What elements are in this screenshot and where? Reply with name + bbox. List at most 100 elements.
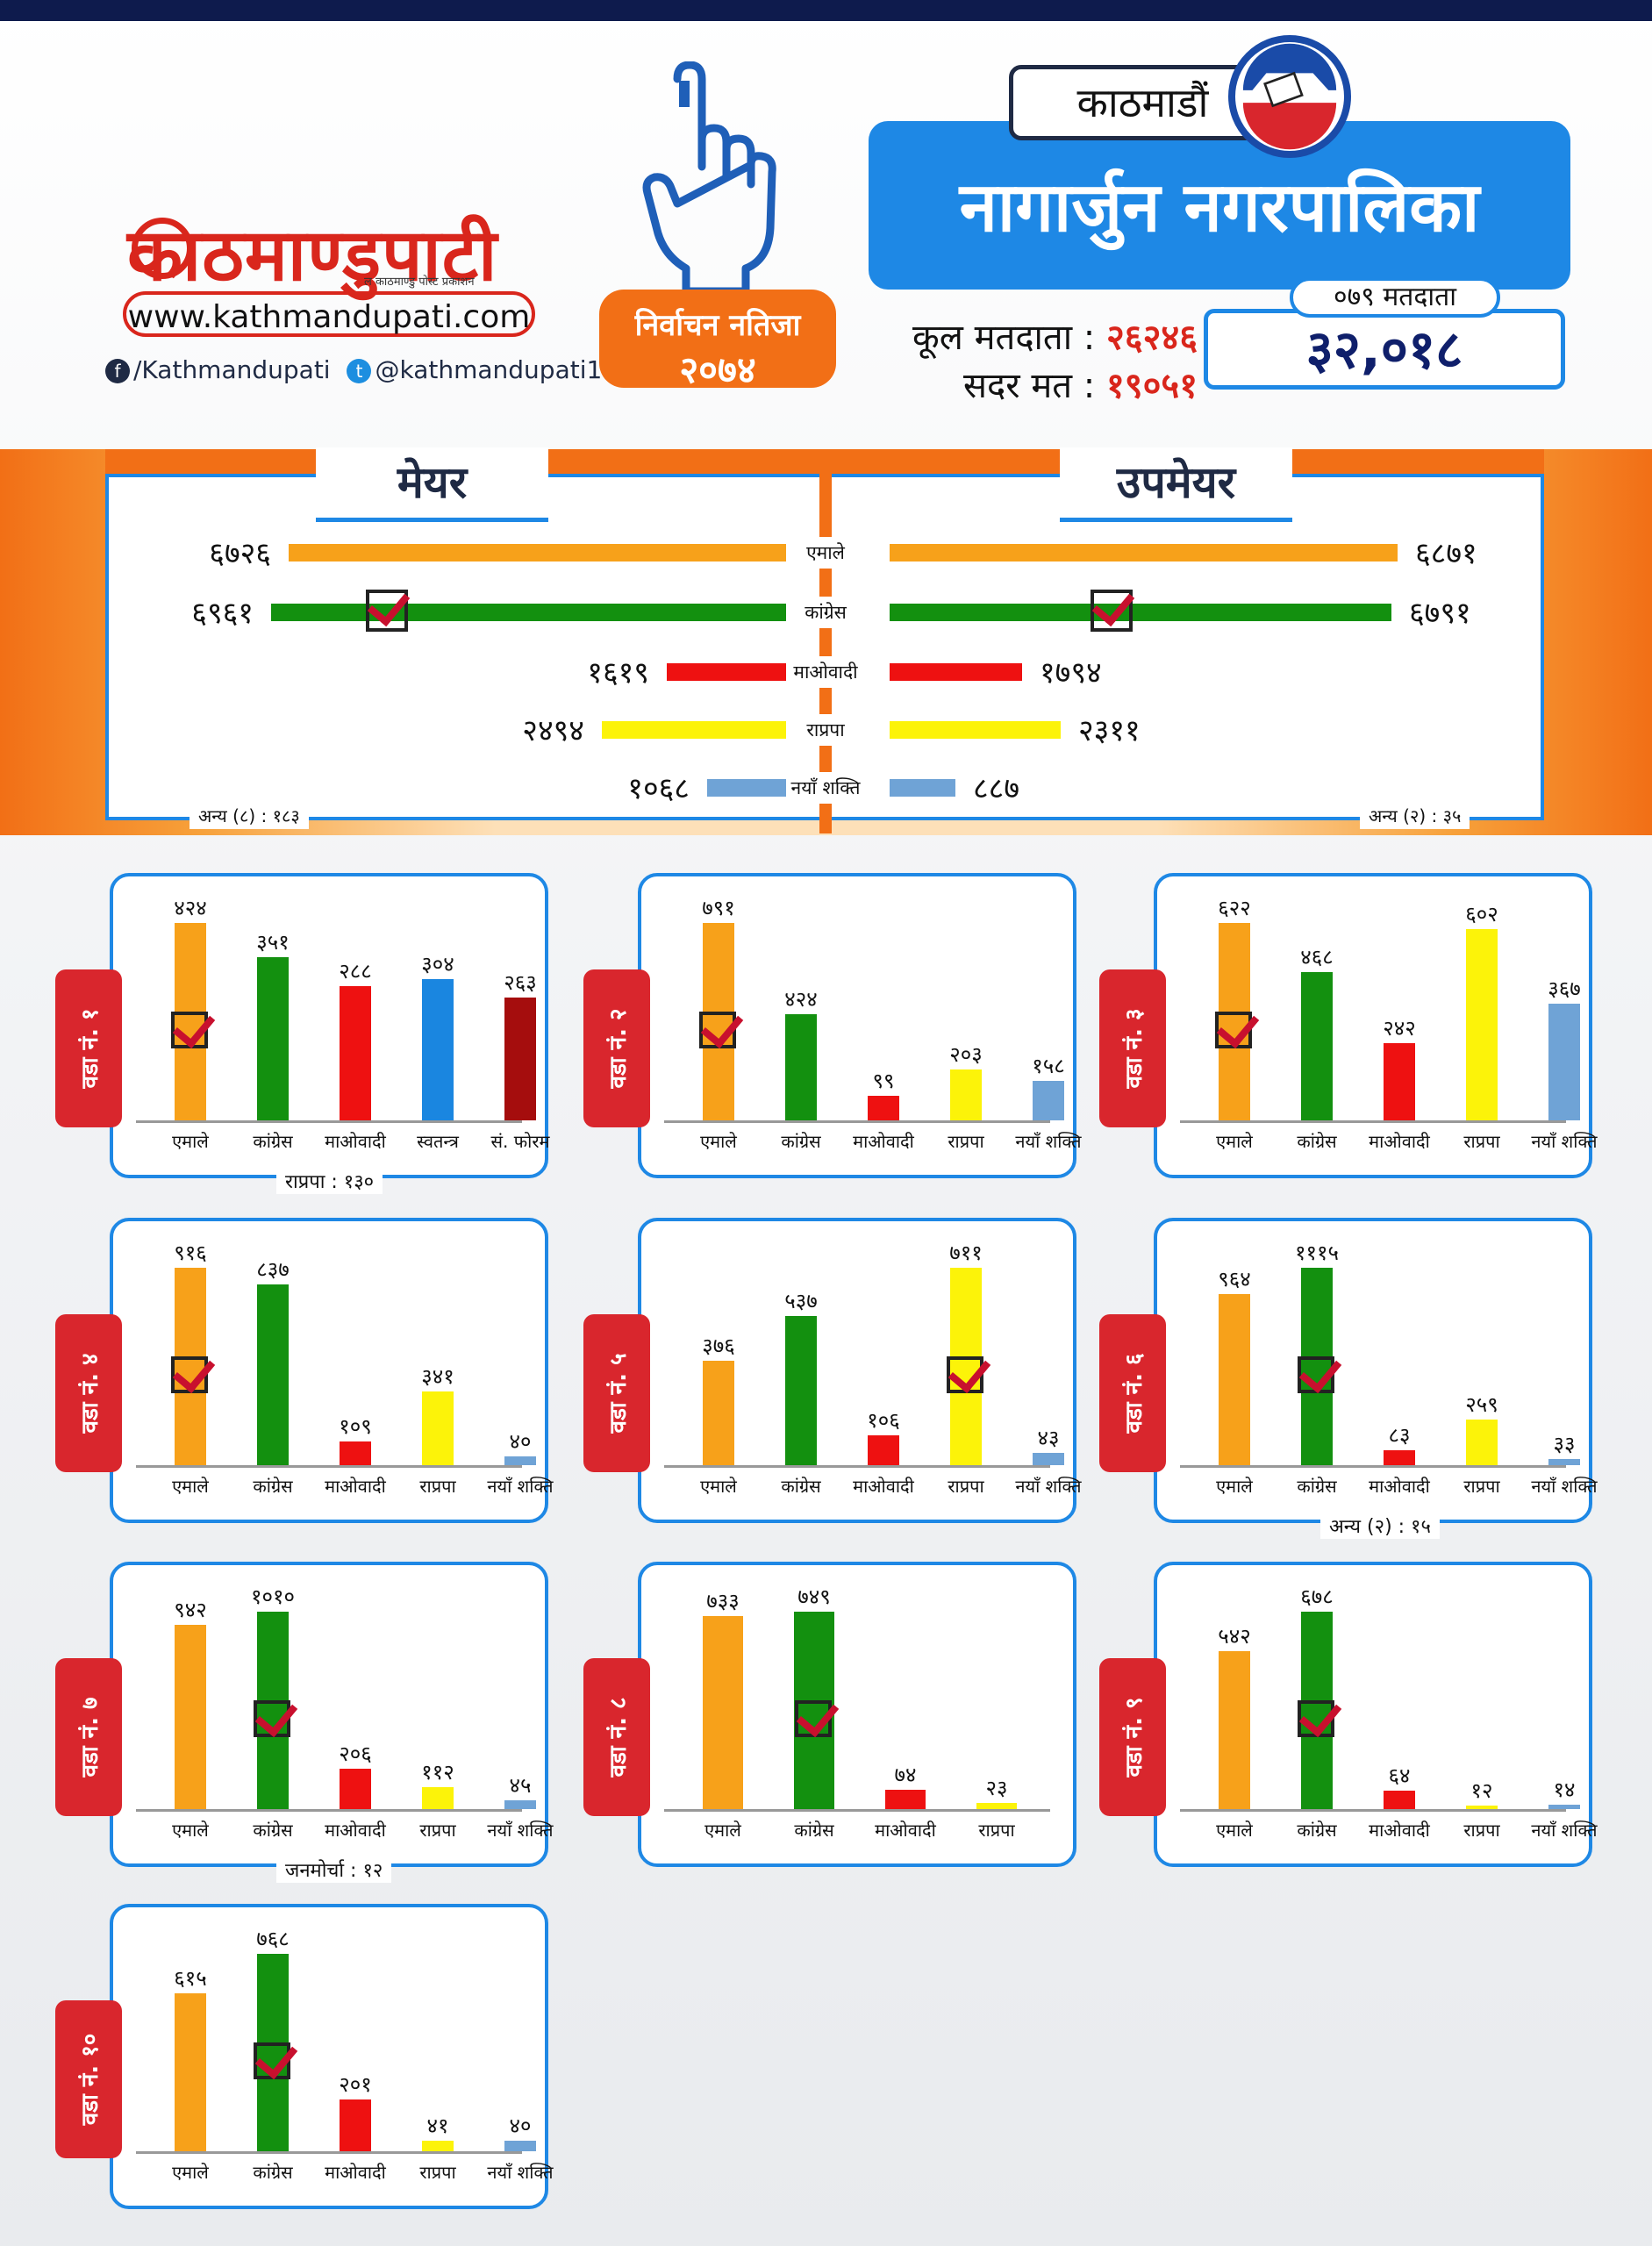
- ward-1-value-4: २६३: [504, 970, 537, 995]
- ward-5-value-1: ५३७: [784, 1289, 818, 1313]
- ward-baseline-10: [136, 2151, 522, 2154]
- mayor-bar-4: [707, 779, 786, 797]
- ward-title-3: वडा नं. ३: [1121, 1008, 1148, 1089]
- twitter-handle[interactable]: @kathmandupati1: [375, 355, 603, 384]
- ward-6-label-3: राप्रपा: [1463, 1476, 1500, 1497]
- ward-3-bar-1: [1301, 972, 1333, 1120]
- ward-9-bar-3: [1466, 1806, 1498, 1809]
- ward-3-value-0: ६२२: [1218, 896, 1251, 920]
- party-label-3: राप्रपा: [786, 714, 865, 746]
- ward-4-label-1: कांग्रेस: [253, 1476, 293, 1497]
- ward-title-6: वडा नं. ६: [1121, 1353, 1148, 1434]
- ward-6-label-2: माओवादी: [1369, 1476, 1430, 1497]
- ward-4-value-2: १०९: [339, 1414, 372, 1439]
- ward-baseline-5: [664, 1465, 1050, 1468]
- facebook-handle[interactable]: /Kathmandupati: [133, 355, 331, 384]
- ward-7-label-0: एमाले: [172, 1820, 209, 1841]
- ward-2-label-2: माओवादी: [853, 1131, 914, 1152]
- mayor-bar-2: [667, 663, 786, 681]
- ward-3-value-1: ४६८: [1300, 945, 1334, 969]
- ward-baseline-3: [1180, 1120, 1566, 1123]
- twitter-icon[interactable]: t: [347, 359, 372, 383]
- ward-baseline-7: [136, 1809, 522, 1812]
- ward-9-bar-4: [1548, 1805, 1580, 1809]
- ward-7-label-4: नयाँ शक्ति: [487, 1820, 554, 1841]
- ward-4-bar-2: [340, 1441, 371, 1465]
- mayor-value-2: १६१९: [587, 655, 649, 690]
- ward-3-value-4: ३६७: [1548, 976, 1581, 1001]
- ward-6-winner-check-icon: [1298, 1356, 1334, 1393]
- ward-tag-7: वडा नं. ७: [55, 1658, 122, 1816]
- ward-8-value-0: ७३३: [706, 1589, 740, 1613]
- ward-tag-2: वडा नं. २: [583, 969, 650, 1127]
- ward-7-value-0: ९४२: [174, 1598, 207, 1622]
- ward-1-label-2: माओवादी: [325, 1131, 386, 1152]
- deputy-others-note: अन्य (२) : ३५: [1360, 802, 1470, 829]
- ward-title-8: वडा नं. ८: [605, 1697, 632, 1777]
- ward-8-bar-0: [703, 1616, 743, 1809]
- ward-4-label-2: माओवादी: [325, 1476, 386, 1497]
- ward-baseline-6: [1180, 1465, 1566, 1468]
- ward-3-label-2: माओवादी: [1369, 1131, 1430, 1152]
- ward-9-value-2: ६४: [1388, 1763, 1411, 1788]
- ward-6-label-1: कांग्रेस: [1297, 1476, 1337, 1497]
- ward-8-label-0: एमाले: [704, 1820, 741, 1841]
- ward-5-winner-check-icon: [947, 1356, 983, 1393]
- mayor-others-note: अन्य (८) : १८३: [190, 802, 309, 829]
- site-url[interactable]: www.kathmandupati.com: [123, 291, 535, 337]
- ward-tag-6: वडा नं. ६: [1099, 1314, 1166, 1472]
- mayor-bar-0: [289, 544, 786, 562]
- ward-2-bar-3: [950, 1069, 982, 1120]
- mayor-value-0: ६७२६: [209, 536, 271, 571]
- ward-4-bar-4: [504, 1456, 536, 1465]
- ward-6-note: अन्य (२) : १५: [1320, 1513, 1440, 1539]
- ward-5-label-1: कांग्रेस: [781, 1476, 821, 1497]
- ward-7-value-2: २०६: [339, 1742, 372, 1766]
- ward-10-value-1: ७६८: [256, 1927, 290, 1951]
- ward-10-value-2: २०१: [339, 2072, 372, 2097]
- ward-3-label-1: कांग्रेस: [1297, 1131, 1337, 1152]
- party-label-1: कांग्रेस: [786, 597, 865, 628]
- ward-tag-10: वडा नं. १०: [55, 2000, 122, 2158]
- ward-7-bar-2: [340, 1769, 371, 1809]
- ward-9-label-4: नयाँ शक्ति: [1531, 1820, 1598, 1841]
- ward-6-value-1: १११५: [1295, 1241, 1339, 1265]
- ward-10-bar-2: [340, 2099, 371, 2151]
- ward-3-bar-2: [1384, 1043, 1415, 1120]
- total-voters-value: २६२४६: [1106, 318, 1198, 358]
- ward-3-value-3: ६०२: [1465, 902, 1498, 926]
- ward-3-label-4: नयाँ शक्ति: [1531, 1131, 1598, 1152]
- ward-7-value-1: १०१०: [251, 1584, 295, 1609]
- ward-7-note: जनमोर्चा : १२: [276, 1856, 392, 1883]
- ward-10-bar-0: [175, 1993, 206, 2151]
- top-stripe: [0, 21, 1652, 28]
- ward-4-bar-1: [257, 1284, 289, 1465]
- ward-1-value-3: ३०४: [421, 952, 454, 976]
- ward-2-value-4: १५८: [1032, 1054, 1065, 1078]
- ward-8-value-1: ७४९: [797, 1584, 831, 1609]
- ward-7-bar-3: [422, 1787, 454, 1809]
- ward-title-5: वडा नं. ५: [605, 1353, 632, 1434]
- ward-10-bar-4: [504, 2141, 536, 2151]
- ward-5-bar-0: [703, 1361, 734, 1465]
- ward-title-9: वडा नं. ९: [1121, 1697, 1148, 1777]
- ward-1-note: राप्रपा : १३०: [276, 1168, 383, 1194]
- ward-title-7: वडा नं. ७: [77, 1697, 104, 1777]
- ward-2-bar-1: [785, 1014, 817, 1120]
- top-bar: [0, 0, 1652, 25]
- title-box: [869, 121, 1570, 290]
- ward-9-bar-2: [1384, 1791, 1415, 1809]
- ward-2-value-3: २०३: [949, 1042, 983, 1067]
- deputy-value-1: ६७९१: [1409, 596, 1471, 631]
- deputy-mayor-heading: उपमेयर: [1060, 447, 1292, 522]
- ward-tag-8: वडा नं. ८: [583, 1658, 650, 1816]
- facebook-icon[interactable]: f: [105, 359, 130, 383]
- ward-10-value-4: ४०: [509, 2114, 532, 2138]
- ward-6-bar-3: [1466, 1420, 1498, 1465]
- election-result-badge: निर्वाचन नतिजा २०७४: [599, 290, 836, 391]
- ward-3-label-0: एमाले: [1216, 1131, 1253, 1152]
- deputy-bar-3: [890, 721, 1061, 739]
- deputy-value-3: २३११: [1078, 713, 1141, 748]
- ward-6-bar-4: [1548, 1459, 1580, 1465]
- ward-2-label-3: राप्रपा: [948, 1131, 984, 1152]
